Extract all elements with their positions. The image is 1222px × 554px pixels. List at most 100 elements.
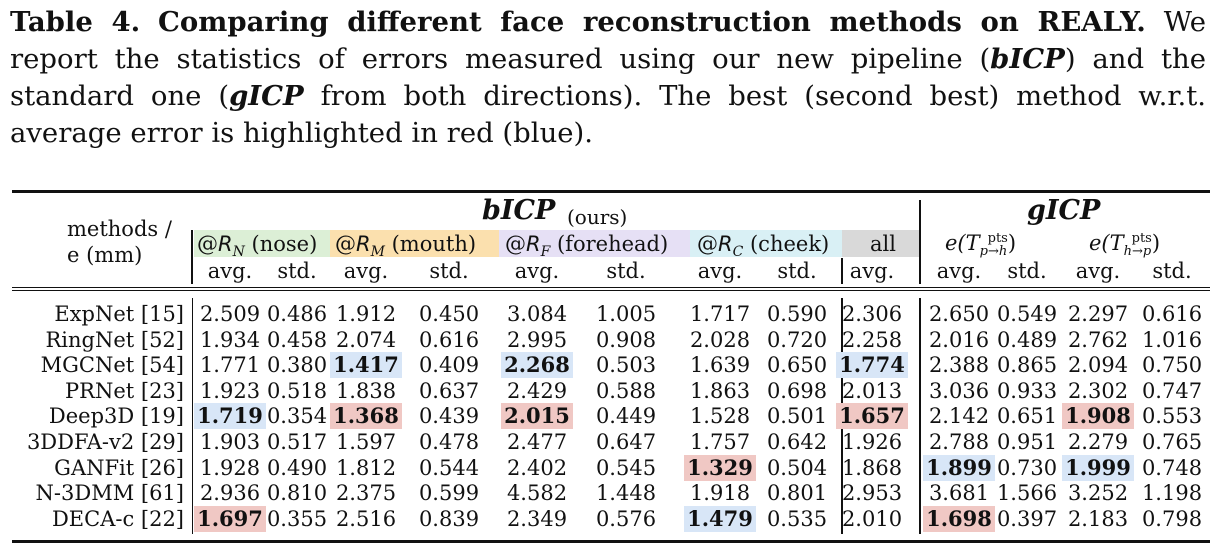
region-header-n: @RN (nose) <box>197 231 317 265</box>
second-highlight <box>194 403 266 430</box>
region-subscript: C <box>732 244 744 261</box>
vline-gicp-header <box>919 200 921 284</box>
table-cell: 2.016 <box>928 327 990 352</box>
region-at: @ <box>697 232 718 256</box>
table-cell: 2.028 <box>689 327 751 352</box>
vline-body-gicp <box>919 298 921 534</box>
table-cell: 2.279 <box>1067 430 1129 454</box>
all-header-bg <box>842 230 919 257</box>
col-label-12: std. <box>1152 259 1192 283</box>
table-cell: 1.908 <box>1065 403 1131 429</box>
methods-label: methods / <box>67 217 172 241</box>
table-cell: 1.479 <box>687 505 753 531</box>
best-highlight <box>1062 403 1134 430</box>
table-cell: 0.951 <box>996 430 1058 454</box>
table-cell: 2.306 <box>841 302 903 326</box>
table-cell: 0.545 <box>595 455 657 480</box>
table-cell: 1.926 <box>841 430 903 454</box>
table-cell: 1.329 <box>687 454 753 480</box>
vline-methods <box>191 230 193 284</box>
region-header-m: @RM (mouth) <box>335 231 476 265</box>
table-cell: 2.013 <box>841 378 903 403</box>
method-name: PRNet [23] <box>65 378 184 403</box>
region-name: (forehead) <box>550 232 669 256</box>
gicp-sub-sup: pts h→p <box>1123 230 1152 259</box>
table-cell: 0.439 <box>418 404 480 429</box>
table-cell: 0.698 <box>766 378 828 403</box>
table-cell: 1.771 <box>199 353 261 378</box>
table-cell: 2.936 <box>199 481 261 506</box>
table-cell: 3.252 <box>1067 481 1129 506</box>
table-cell: 3.681 <box>928 481 990 506</box>
table-cell: 0.544 <box>418 455 480 480</box>
second-highlight <box>684 505 756 532</box>
forehead-header-bg <box>499 230 690 257</box>
region-at: @ <box>505 232 526 256</box>
table-cell: 0.801 <box>766 481 828 506</box>
table-cell: 3.084 <box>506 302 568 326</box>
table-cell: 0.354 <box>266 404 328 429</box>
table-cell: 3.036 <box>928 378 990 403</box>
col-label-1: std. <box>277 259 317 283</box>
table-cell: 2.375 <box>335 481 397 506</box>
table-cell: 0.720 <box>766 327 828 352</box>
table-cell: 0.590 <box>766 302 828 326</box>
col-label-3: std. <box>429 259 469 283</box>
caption-gicp: gICP <box>229 80 304 112</box>
table-cell: 1.903 <box>199 430 261 454</box>
table-cell: 1.448 <box>595 481 657 506</box>
table-cell: 0.750 <box>1141 353 1203 378</box>
table-cell: 0.504 <box>766 455 828 480</box>
table-cell: 2.953 <box>841 481 903 506</box>
gicp-e-symbol: e(T <box>1089 231 1124 255</box>
vline-all-header <box>841 258 843 284</box>
bicp-subtitle: (ours) <box>567 205 628 229</box>
unit-label: e (mm) <box>67 243 143 267</box>
region-subscript: F <box>540 244 551 261</box>
region-at: @ <box>197 232 218 256</box>
table-cell: 0.839 <box>418 506 480 531</box>
method-name: Deep3D [19] <box>48 404 184 429</box>
gicp-sub-sup: pts p→h <box>979 230 1008 259</box>
region-header-c: @RC (cheek) <box>697 231 829 265</box>
all-header: all <box>870 232 896 256</box>
gicp-header-h2p: e(T pts h→p) <box>1089 230 1161 259</box>
col-label-7: std. <box>777 259 817 283</box>
region-name: (nose) <box>244 232 318 256</box>
method-name: DECA-c [22] <box>51 506 184 531</box>
table-cell: 2.762 <box>1067 327 1129 352</box>
table-cell: 0.503 <box>595 353 657 378</box>
table-cell: 2.650 <box>928 302 990 326</box>
nose-header-bg <box>194 230 330 257</box>
table-cell: 2.509 <box>199 302 261 326</box>
table-cell: 0.397 <box>996 506 1058 531</box>
table-cell: 0.748 <box>1141 455 1203 480</box>
gicp-e-symbol: e(T <box>945 231 980 255</box>
table-cell: 1.868 <box>841 455 903 480</box>
caption-text-2: ) and the standard one ( <box>10 43 1206 112</box>
table-cell: 1.934 <box>199 327 261 352</box>
best-highlight <box>923 505 995 532</box>
region-name: (mouth) <box>384 232 477 256</box>
table-cell: 0.355 <box>266 506 328 531</box>
table-cell: 1.918 <box>689 481 751 506</box>
second-highlight <box>330 352 402 379</box>
region-name: (cheek) <box>743 232 830 256</box>
best-highlight <box>330 403 402 430</box>
col-label-6: avg. <box>697 259 743 283</box>
table-cell: 2.142 <box>928 404 990 429</box>
table-cell: 1.923 <box>199 378 261 403</box>
second-highlight <box>1062 454 1134 481</box>
region-symbol: R <box>356 232 371 256</box>
table-cell: 0.747 <box>1141 378 1203 403</box>
header-rule <box>12 287 1210 288</box>
best-highlight <box>501 403 573 430</box>
gicp-header-p2h: e(T pts p→h) <box>945 230 1017 259</box>
table-cell: 1.528 <box>689 404 751 429</box>
col-label-2: avg. <box>343 259 389 283</box>
table-caption: Table 4. Comparing different face recons… <box>10 4 1206 152</box>
mouth-header-bg <box>330 230 499 257</box>
table-cell: 0.450 <box>418 302 480 326</box>
second-highlight <box>501 352 573 379</box>
table-cell: 0.647 <box>595 430 657 454</box>
